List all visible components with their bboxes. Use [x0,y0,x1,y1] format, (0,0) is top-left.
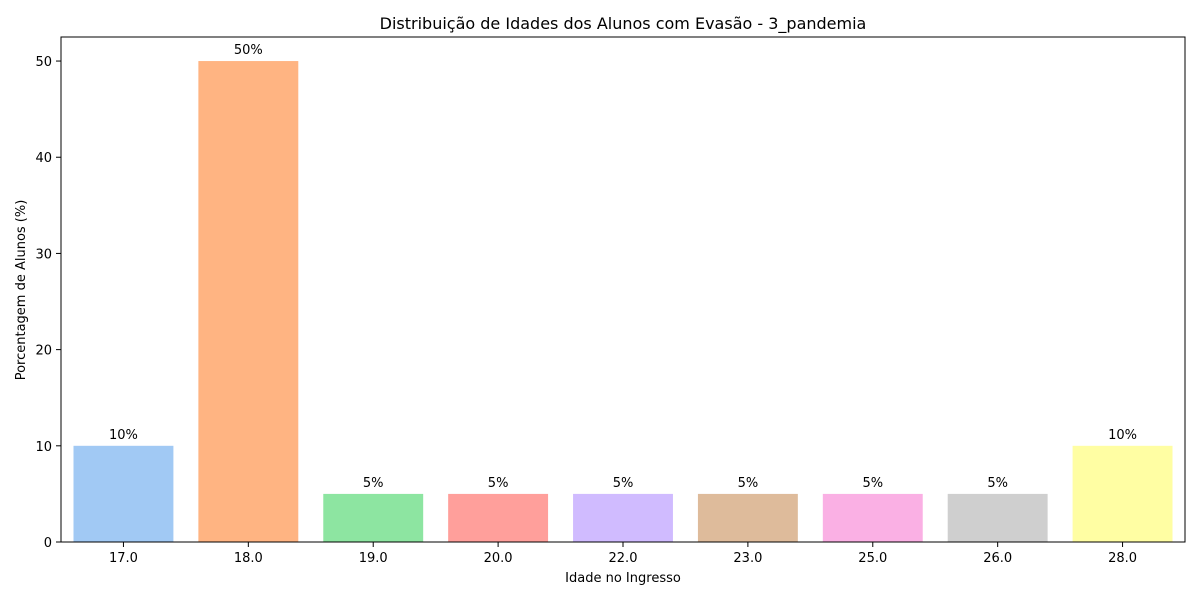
bar-22.0 [573,493,673,542]
data-label-20.0: 5% [488,476,509,491]
bars-group [73,61,1173,543]
bar-25.0 [822,493,923,542]
x-tick-label: 22.0 [609,551,638,566]
x-tick-label: 26.0 [983,551,1012,566]
bar-labels-group: 10% 50% 5% 5% 5% 5% 5% 5% 10% [109,43,1137,491]
x-tick-label: 18.0 [234,551,263,566]
y-axis: 0 10 20 30 40 50 [35,55,61,551]
data-label-25.0: 5% [862,476,883,491]
x-tick-label: 28.0 [1108,551,1137,566]
x-tick-label: 19.0 [359,551,388,566]
x-axis-label: Idade no Ingresso [565,571,681,586]
x-tick-label: 17.0 [109,551,138,566]
x-tick-label: 23.0 [733,551,762,566]
data-label-19.0: 5% [363,476,384,491]
plot-frame [60,36,1186,543]
bar-23.0 [697,493,798,542]
bar-28.0 [1072,445,1173,542]
data-label-17.0: 10% [109,428,138,443]
x-tick-label: 25.0 [858,551,887,566]
y-tick-label: 10 [35,440,52,455]
y-tick-label: 30 [35,247,52,262]
data-label-22.0: 5% [613,476,634,491]
y-tick-label: 50 [35,55,52,70]
y-tick-label: 20 [35,344,52,359]
data-label-26.0: 5% [987,476,1008,491]
x-tick-label: 20.0 [484,551,513,566]
y-tick-label: 40 [35,151,52,166]
y-tick-label: 0 [44,536,52,551]
data-label-28.0: 10% [1108,428,1137,443]
bar-18.0 [198,61,299,543]
data-label-23.0: 5% [738,476,759,491]
bar-17.0 [73,445,174,542]
data-label-18.0: 50% [234,43,263,58]
bar-19.0 [323,493,424,542]
x-axis: 17.0 18.0 19.0 20.0 22.0 23.0 25.0 26.0 28.0 [109,542,1137,566]
chart-title: Distribuição de Idades dos Alunos com Ev… [380,14,867,34]
bar-26.0 [947,493,1048,542]
y-axis-label: Porcentagem de Alunos (%) [14,200,29,381]
bar-20.0 [448,493,549,542]
